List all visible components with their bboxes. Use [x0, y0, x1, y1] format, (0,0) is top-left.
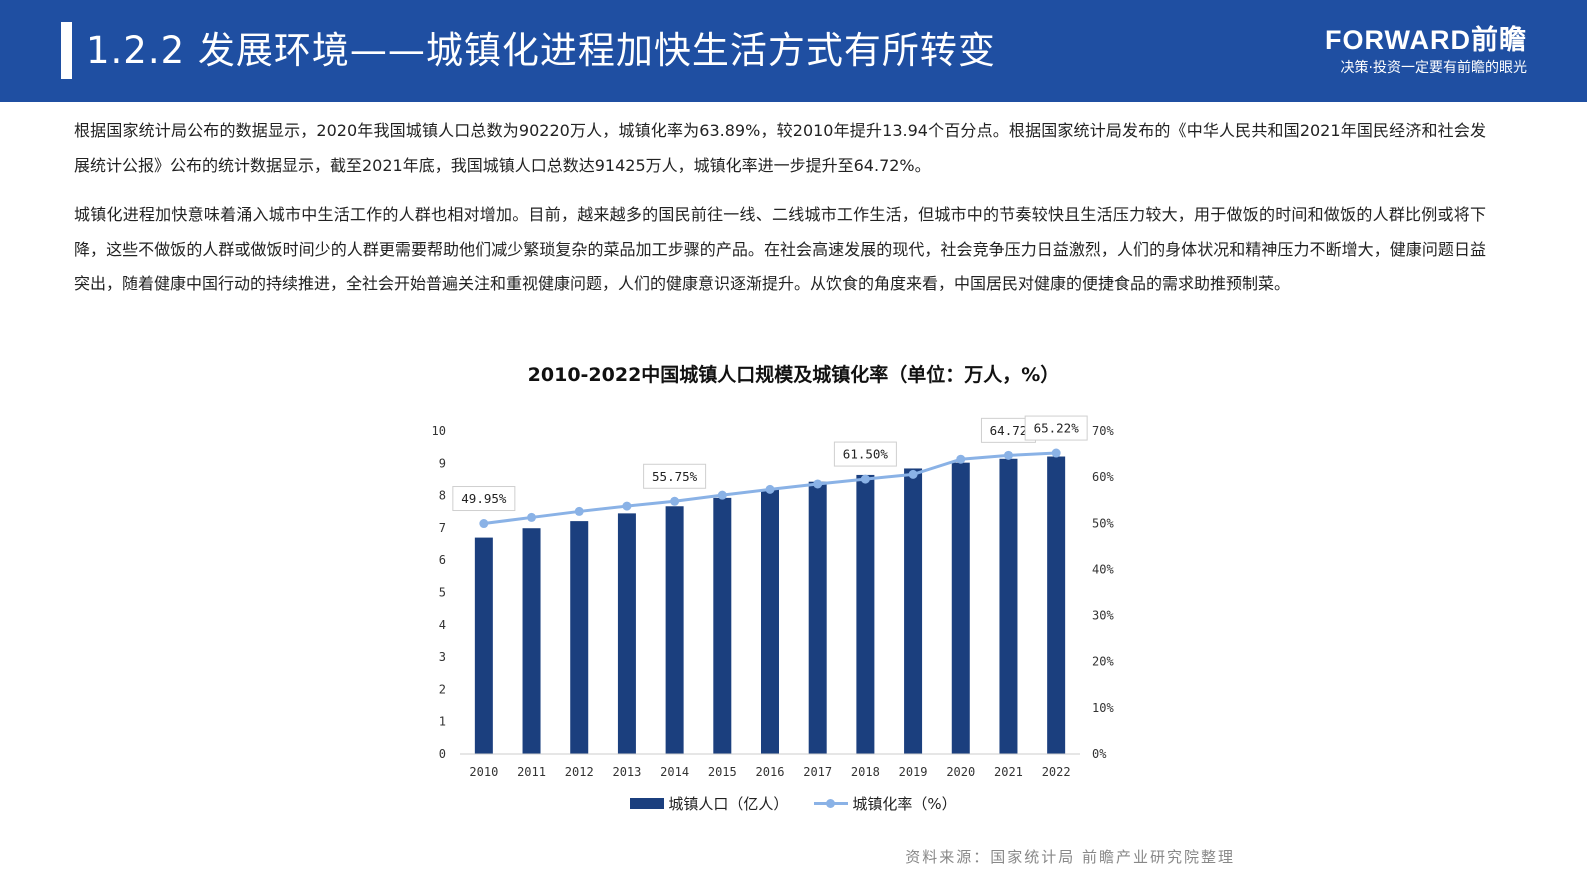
legend-label-rate: 城镇化率（%） [852, 795, 957, 813]
chart-title: 2010-2022中国城镇人口规模及城镇化率（单位：万人，%） [527, 364, 1060, 386]
x-tick-label: 2019 [899, 765, 928, 779]
x-tick-label: 2018 [851, 765, 880, 779]
bar-2014 [665, 506, 684, 754]
data-label: 55.75% [643, 463, 707, 489]
legend-item-rate: 城镇化率（%） [814, 793, 957, 814]
rate-point-2014 [670, 496, 680, 506]
right-tick-label: 20% [1092, 655, 1114, 669]
right-axis: 0% 10% 20% 30% 40% 50% 60% 70% [1092, 424, 1114, 761]
rate-point-2016 [765, 484, 775, 494]
header-banner: 1.2.2 发展环境——城镇化进程加快生活方式有所转变 FORWARD前瞻 决策… [0, 0, 1587, 102]
rate-point-2012 [574, 506, 584, 516]
page-title: 1.2.2 发展环境——城镇化进程加快生活方式有所转变 [86, 29, 996, 72]
data-label-text: 64.72 [990, 423, 1028, 438]
bar-2018 [856, 474, 875, 754]
data-label-box [1024, 415, 1088, 441]
rate-point-2011 [527, 512, 537, 522]
source-note: 资料来源：国家统计局 前瞻产业研究院整理 [905, 848, 1235, 866]
data-labels: 49.95% 55.75% 61.50% 64.72 65.22% [452, 415, 1088, 512]
rate-point-2022 [1051, 448, 1061, 458]
right-tick-label: 70% [1092, 424, 1114, 438]
legend-label-population: 城镇人口（亿人） [668, 795, 789, 813]
data-label-box [833, 441, 897, 467]
left-tick-label: 4 [439, 618, 446, 632]
rate-point-2018 [860, 474, 870, 484]
bar-2013 [617, 513, 636, 754]
brand-slogan: 决策·投资一定要有前瞻的眼光 [1340, 60, 1527, 76]
brand-block: FORWARD前瞻 决策·投资一定要有前瞻的眼光 [1297, 24, 1527, 78]
left-tick-label: 2 [439, 682, 446, 696]
data-label-text: 55.75% [652, 469, 698, 484]
bar-series [474, 456, 1066, 754]
bar-2015 [713, 497, 732, 754]
right-tick-label: 50% [1092, 516, 1114, 530]
left-tick-label: 9 [439, 456, 446, 470]
body-paragraph-2: 城镇化进程加快意味着涌入城市中生活工作的人群也相对增加。目前，越来越多的国民前往… [74, 205, 1486, 293]
line-series [479, 448, 1061, 529]
bar-2020 [951, 462, 970, 754]
bar-2011 [522, 528, 541, 754]
rate-point-2021 [1003, 450, 1013, 460]
data-label-box [452, 486, 516, 512]
x-tick-label: 2015 [708, 765, 737, 779]
left-tick-label: 6 [439, 553, 446, 567]
x-tick-label: 2016 [756, 765, 785, 779]
x-tick-label: 2014 [660, 765, 689, 779]
data-label: 65.22% [1024, 415, 1088, 441]
bar-2022 [1047, 456, 1066, 754]
data-label-text: 49.95% [461, 491, 507, 506]
right-tick-label: 40% [1092, 562, 1114, 576]
bar-2012 [570, 521, 589, 754]
x-tick-label: 2011 [517, 765, 546, 779]
right-tick-label: 0% [1092, 747, 1107, 761]
left-tick-label: 7 [439, 521, 446, 535]
left-tick-label: 5 [439, 586, 446, 600]
x-tick-label: 2020 [946, 765, 975, 779]
x-tick-label: 2022 [1042, 765, 1071, 779]
right-tick-label: 60% [1092, 470, 1114, 484]
bar-2021 [999, 458, 1018, 754]
rate-point-2015 [717, 490, 727, 500]
x-tick-label: 2012 [565, 765, 594, 779]
data-label-text: 61.50% [843, 447, 889, 462]
left-axis: 0 1 2 3 4 5 6 7 8 9 10 [432, 424, 446, 761]
x-tick-label: 2010 [469, 765, 498, 779]
left-tick-label: 0 [439, 747, 446, 761]
right-tick-label: 30% [1092, 609, 1114, 623]
chart-area: 0 1 2 3 4 5 6 7 8 9 10 0% 10% 20% 30% 40% 50% 60% 70% 201… [432, 415, 1114, 779]
legend-item-population: 城镇人口（亿人） [630, 793, 788, 814]
chart-legend: 城镇人口（亿人） 城镇化率（%） [0, 793, 1587, 814]
x-tick-label: 2017 [803, 765, 832, 779]
data-label: 49.95% [452, 486, 516, 512]
bar-2016 [761, 489, 779, 754]
bar-2017 [808, 481, 827, 754]
rate-point-2013 [622, 501, 632, 511]
left-tick-label: 10 [432, 424, 446, 438]
data-label: 61.50% [833, 441, 897, 467]
left-tick-label: 3 [439, 650, 446, 664]
header-accent-bar [61, 22, 72, 79]
brand-logo: FORWARD前瞻 [1325, 25, 1527, 55]
rate-point-2017 [813, 479, 823, 489]
x-axis: 2010 2011 2012 2013 2014 2015 2016 2017 2018 2019… [469, 765, 1070, 779]
rate-point-2010 [479, 519, 489, 529]
left-tick-label: 1 [439, 715, 446, 729]
rate-point-2019 [908, 469, 918, 479]
bar-2010 [474, 537, 493, 754]
data-label-text: 65.22% [1034, 421, 1080, 436]
data-label-box [643, 463, 707, 489]
x-tick-label: 2013 [612, 765, 641, 779]
legend-line-swatch [814, 798, 849, 809]
rate-point-2020 [956, 454, 966, 464]
right-tick-label: 10% [1092, 701, 1114, 715]
bar-2019 [904, 468, 923, 754]
left-tick-label: 8 [439, 489, 446, 503]
x-tick-label: 2021 [994, 765, 1023, 779]
body-paragraph-1: 根据国家统计局公布的数据显示，2020年我国城镇人口总数为90220万人，城镇化… [74, 121, 1486, 175]
legend-bar-swatch [630, 798, 665, 809]
